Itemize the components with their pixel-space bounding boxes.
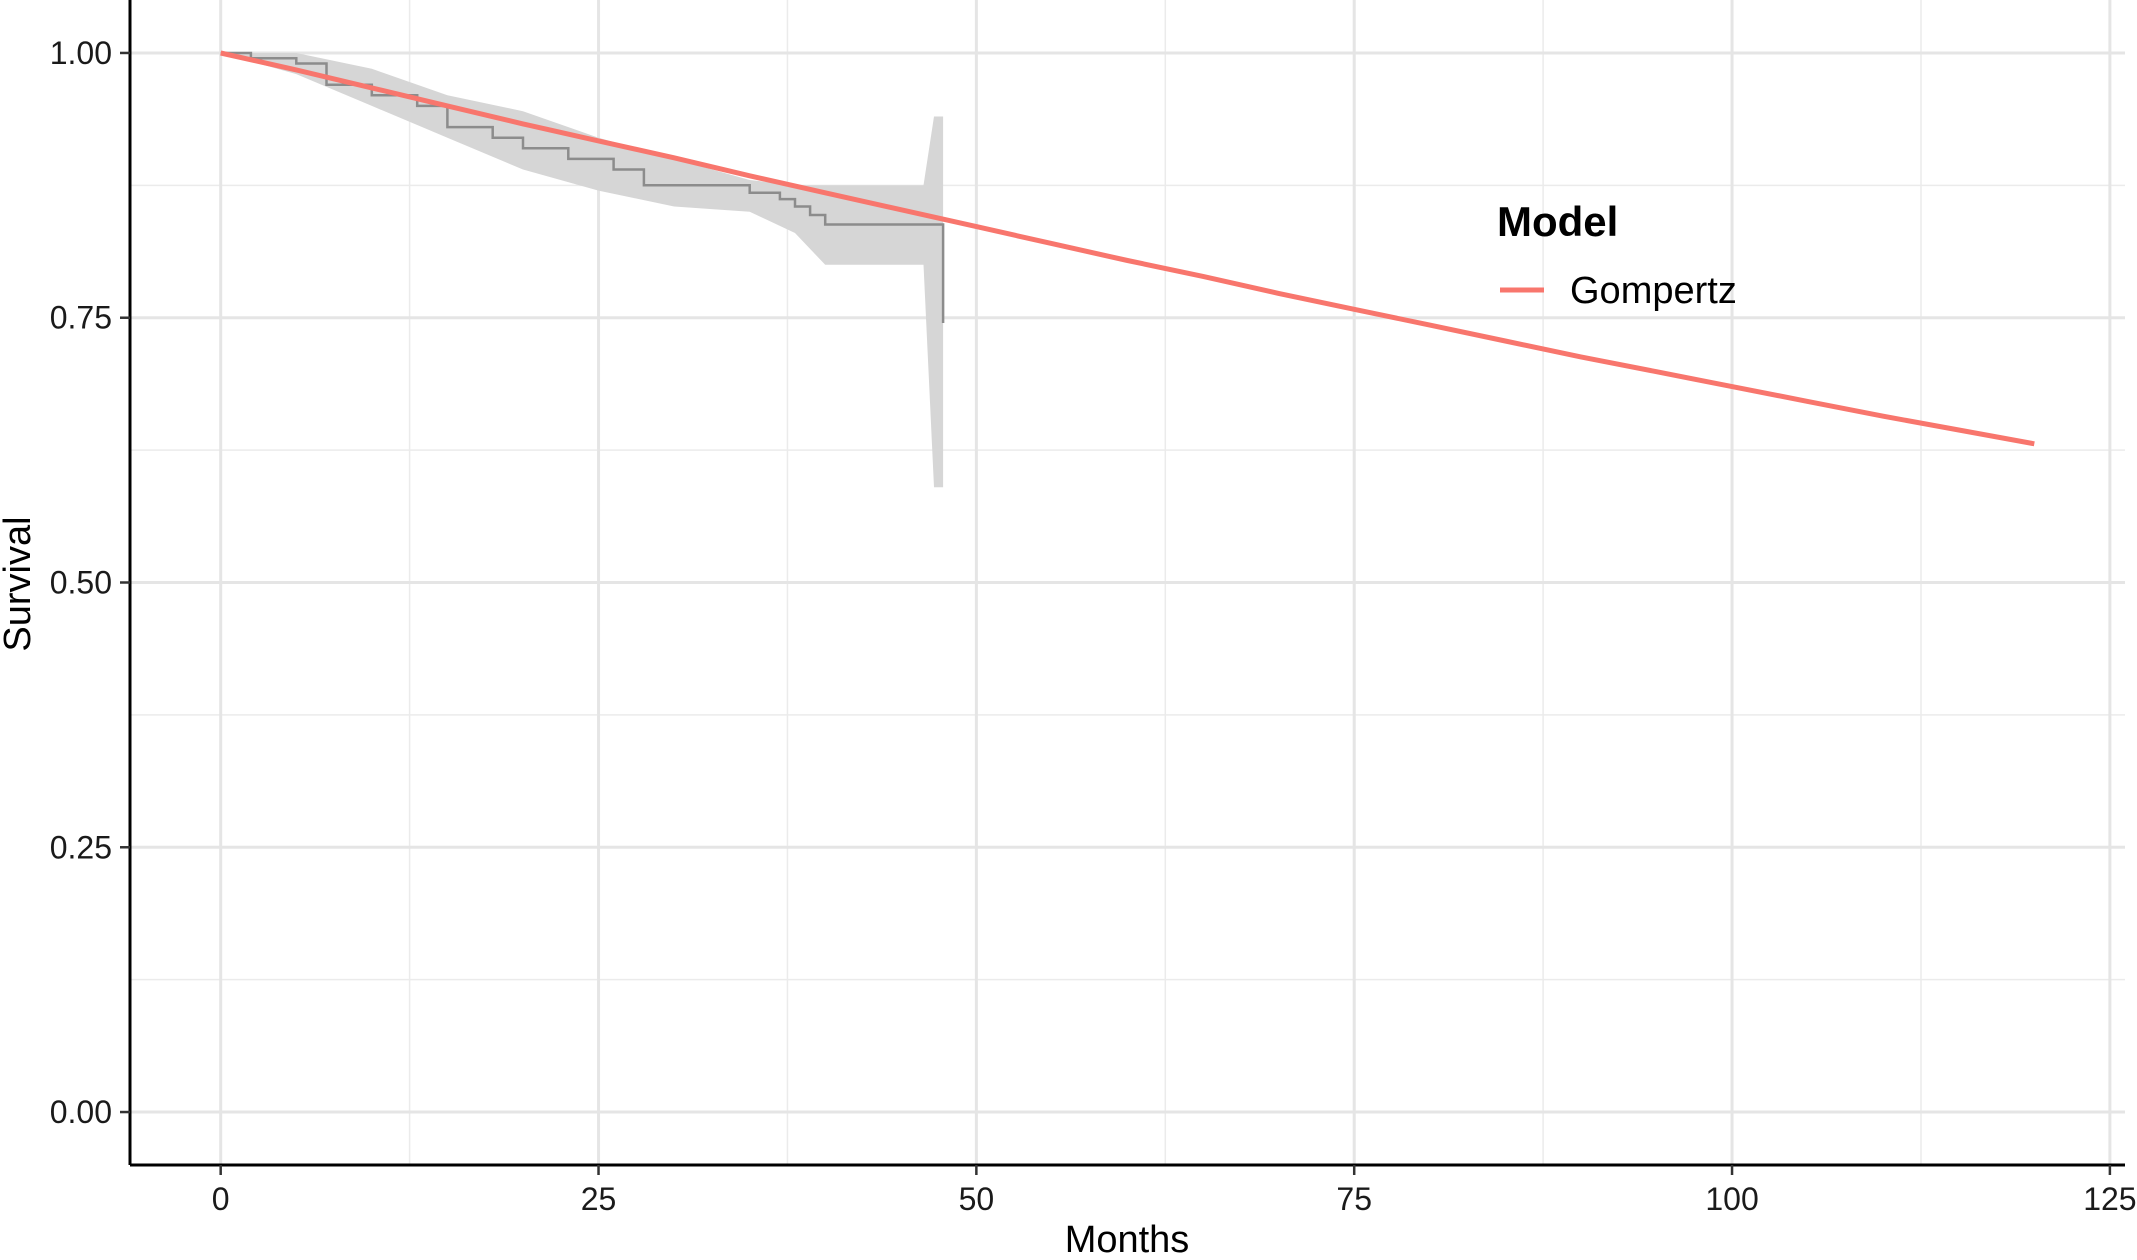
tick-labels: 0 25 50 75 100 125 0.00 0.25 0.50 0.75 1.00 — [50, 35, 2137, 1217]
major-gridlines — [130, 0, 2125, 1165]
legend: Model Gompertz — [1497, 198, 1737, 312]
confidence-ribbon-layer — [220, 53, 944, 488]
y-tick-label: 0.25 — [50, 829, 112, 865]
y-tick-label: 1.00 — [50, 35, 112, 71]
x-axis-title: Months — [1065, 1219, 1190, 1260]
km-step-layer — [220, 51, 945, 323]
gompertz-line — [220, 50, 2035, 447]
x-tick-label: 125 — [2083, 1181, 2136, 1217]
legend-title: Model — [1497, 198, 1618, 245]
km-step-curve — [220, 51, 945, 323]
y-axis-title: Survival — [0, 516, 39, 651]
y-tick-label: 0.50 — [50, 565, 112, 601]
x-tick-label: 50 — [959, 1181, 995, 1217]
y-tick-label: 0.75 — [50, 300, 112, 336]
legend-label-gompertz: Gompertz — [1570, 270, 1737, 312]
model-line-layer — [220, 50, 2035, 447]
x-tick-label: 25 — [581, 1181, 617, 1217]
x-tick-label: 0 — [212, 1181, 230, 1217]
y-tick-label: 0.00 — [50, 1094, 112, 1130]
x-tick-label: 75 — [1336, 1181, 1372, 1217]
confidence-ribbon — [220, 53, 944, 488]
x-tick-label: 100 — [1705, 1181, 1758, 1217]
